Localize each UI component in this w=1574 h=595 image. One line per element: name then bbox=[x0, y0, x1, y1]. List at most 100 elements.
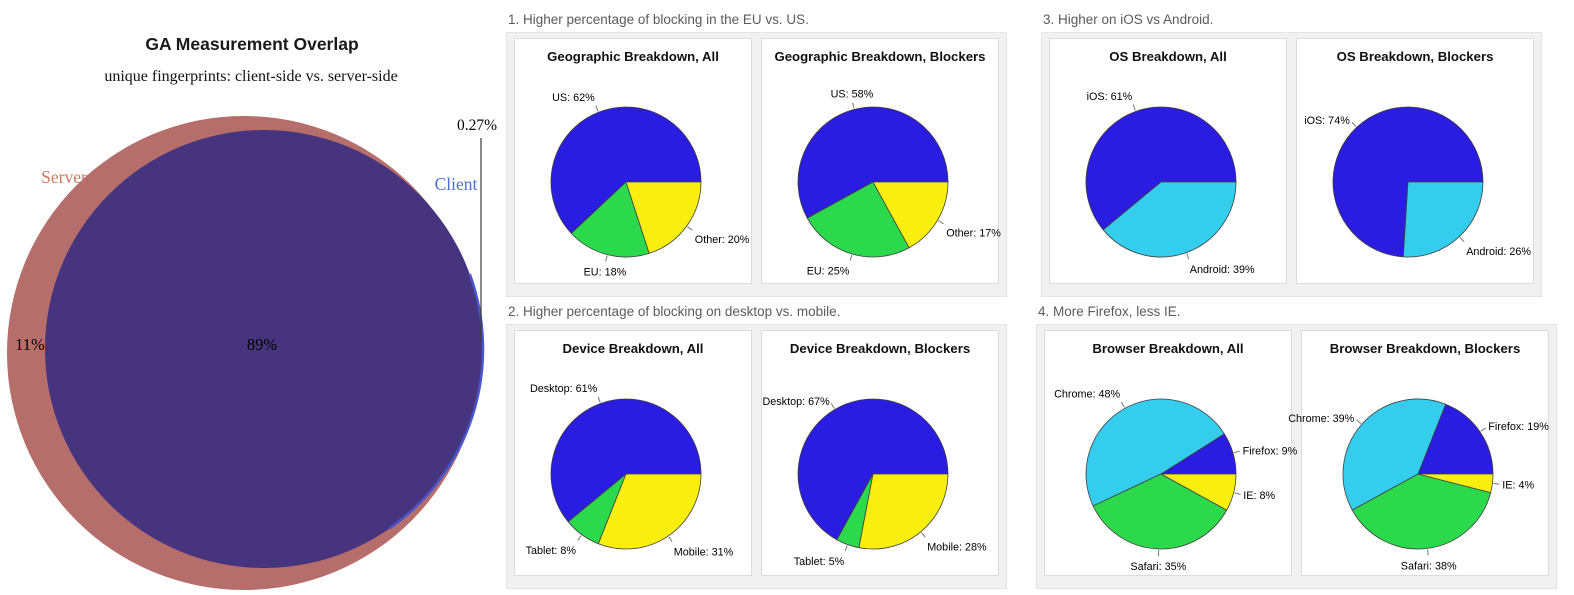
pie-slice bbox=[1160, 473, 1237, 511]
pie-label-tick bbox=[687, 226, 693, 231]
pie-slice bbox=[1102, 181, 1237, 258]
pie-slice bbox=[1417, 403, 1494, 475]
pie-label-tick bbox=[1356, 419, 1362, 425]
pie-group-1: 1. Higher percentage of blocking in the … bbox=[506, 12, 1007, 297]
pie-label-tick bbox=[595, 105, 599, 112]
pie-slice bbox=[597, 473, 702, 550]
venn-title: GA Measurement Overlap bbox=[145, 34, 358, 54]
pie-slice-label: Desktop: 67% bbox=[762, 396, 830, 408]
pie-label-tick bbox=[830, 403, 835, 409]
pie-title: Device Breakdown, Blockers bbox=[790, 341, 970, 356]
pie-label-tick bbox=[1351, 121, 1357, 127]
server-label: Server bbox=[41, 167, 87, 187]
pie-group-3: 3. Higher on iOS vs Android. OS Breakdow… bbox=[1041, 12, 1542, 297]
pie-slice bbox=[1402, 181, 1484, 258]
pie-slice-label: Safari: 38% bbox=[1401, 560, 1457, 572]
pie-label-tick bbox=[605, 255, 608, 262]
pie-label-tick bbox=[1234, 492, 1241, 495]
pie-slice-label: Mobile: 31% bbox=[674, 546, 734, 558]
pie-panel-browser-blockers: Browser Breakdown, Blockers Firefox: 19% C… bbox=[1288, 330, 1549, 576]
pie-title: Browser Breakdown, Blockers bbox=[1330, 341, 1521, 356]
pie-slice-label: Chrome: 48% bbox=[1054, 389, 1120, 401]
pie-label-tick bbox=[1480, 427, 1487, 432]
pie-panel-os-blockers: OS Breakdown, Blockers iOS: 74% Android: 2… bbox=[1296, 38, 1534, 284]
pie-label-tick bbox=[1186, 253, 1190, 260]
pie-slice bbox=[570, 181, 650, 258]
pie-slice-label: Firefox: 19% bbox=[1488, 421, 1549, 433]
pie-slice-label: iOS: 74% bbox=[1304, 115, 1350, 127]
pie-label-tick bbox=[1233, 450, 1240, 454]
pie-slice-label: iOS: 61% bbox=[1087, 91, 1133, 103]
pie-slice-label: Mobile: 28% bbox=[927, 542, 987, 554]
pie-slice bbox=[797, 106, 949, 219]
pie-slice bbox=[550, 398, 702, 523]
pie-panel-geo-all: Geographic Breakdown, All US: 62% EU: 18% O… bbox=[514, 38, 752, 284]
group-4-box: Browser Breakdown, All Firefox: 9% Chrome:… bbox=[1036, 324, 1557, 589]
pie-chart-svg: Geographic Breakdown, Blockers US: 58% EU:… bbox=[774, 49, 1001, 278]
pie-slice-label: Tablet: 5% bbox=[794, 556, 845, 568]
pie-label-tick bbox=[938, 220, 944, 225]
pie-chart-svg: Device Breakdown, Blockers Desktop: 67% Ta… bbox=[762, 341, 987, 568]
pie-title: Device Breakdown, All bbox=[563, 341, 704, 356]
pie-label-tick bbox=[849, 254, 853, 261]
pie-label-tick bbox=[921, 532, 926, 538]
pie-slice-label: IE: 4% bbox=[1502, 480, 1534, 492]
group-2-box: Device Breakdown, All Desktop: 61% Tablet:… bbox=[506, 324, 1007, 589]
pie-chart-svg: OS Breakdown, All iOS: 61% Android: 39% bbox=[1085, 49, 1255, 276]
pie-slice-label: Android: 39% bbox=[1190, 264, 1255, 276]
pie-chart-svg: Browser Breakdown, Blockers Firefox: 19% C… bbox=[1288, 341, 1549, 572]
pie-panel-os-all: OS Breakdown, All iOS: 61% Android: 39% bbox=[1049, 38, 1287, 284]
pie-panel-geo-blockers: Geographic Breakdown, Blockers US: 58% EU:… bbox=[761, 38, 1001, 284]
pie-slice-label: Chrome: 39% bbox=[1288, 413, 1354, 425]
pie-slice bbox=[1342, 398, 1447, 511]
group-2-heading: 2. Higher percentage of blocking on desk… bbox=[508, 304, 841, 319]
client-only-percentage: 0.27% bbox=[457, 117, 497, 134]
pie-chart-svg: OS Breakdown, Blockers iOS: 74% Android: 2… bbox=[1304, 49, 1531, 258]
pie-chart-svg: Geographic Breakdown, All US: 62% EU: 18% O… bbox=[547, 49, 750, 278]
pie-slice bbox=[1417, 473, 1494, 494]
client-label: Client bbox=[435, 174, 478, 194]
venn-diagram-panel: GA Measurement Overlap unique fingerprin… bbox=[0, 0, 500, 595]
overlap-percentage: 89% bbox=[247, 335, 278, 354]
pie-slice bbox=[1092, 473, 1228, 550]
pie-label-tick bbox=[1427, 549, 1429, 556]
pie-label-tick bbox=[1132, 104, 1136, 111]
pie-label-tick bbox=[1121, 401, 1125, 408]
pie-slice-label: Safari: 35% bbox=[1130, 561, 1186, 573]
group-3-box: OS Breakdown, All iOS: 61% Android: 39% OS… bbox=[1041, 32, 1542, 297]
pie-label-tick bbox=[852, 102, 855, 109]
pie-slice-label: Other: 17% bbox=[946, 227, 1001, 239]
pie-label-tick bbox=[597, 396, 601, 403]
pie-slice-label: Android: 26% bbox=[1466, 246, 1531, 258]
client-circle-edge bbox=[388, 273, 485, 530]
pie-slice-label: EU: 18% bbox=[584, 266, 627, 278]
pie-slice bbox=[806, 181, 910, 258]
pie-group-2: 2. Higher percentage of blocking on desk… bbox=[506, 304, 1007, 589]
pie-label-tick bbox=[1459, 237, 1465, 243]
pie-slice bbox=[797, 398, 949, 541]
pie-chart-svg: Device Breakdown, All Desktop: 61% Tablet:… bbox=[526, 341, 734, 558]
pie-label-tick bbox=[668, 536, 673, 543]
pie-panel-browser-all: Browser Breakdown, All Firefox: 9% Chrome:… bbox=[1044, 330, 1298, 576]
group-1-heading: 1. Higher percentage of blocking in the … bbox=[508, 12, 809, 27]
pie-title: OS Breakdown, All bbox=[1109, 49, 1227, 64]
server-only-percentage: 11% bbox=[15, 335, 45, 354]
pie-slice bbox=[872, 181, 949, 249]
pie-slice bbox=[1085, 106, 1237, 231]
pie-panel-device-blockers: Device Breakdown, Blockers Desktop: 67% Ta… bbox=[761, 330, 999, 576]
pie-slice-label: Tablet: 8% bbox=[526, 545, 577, 557]
pie-chart-svg: Browser Breakdown, All Firefox: 9% Chrome:… bbox=[1054, 341, 1298, 573]
pie-slice bbox=[858, 473, 949, 550]
pie-title: Geographic Breakdown, Blockers bbox=[774, 49, 985, 64]
pie-slice-label: Desktop: 61% bbox=[530, 383, 598, 395]
pie-title: Browser Breakdown, All bbox=[1092, 341, 1243, 356]
pie-label-tick bbox=[1493, 483, 1500, 485]
pie-panel-device-all: Device Breakdown, All Desktop: 61% Tablet:… bbox=[514, 330, 752, 576]
pie-group-4: 4. More Firefox, less IE. Browser Breakd… bbox=[1036, 304, 1557, 589]
pie-slice bbox=[625, 181, 702, 254]
client-circle bbox=[45, 130, 483, 568]
pie-slice-label: Firefox: 9% bbox=[1243, 445, 1298, 457]
pie-slice bbox=[1085, 398, 1225, 507]
pie-slice-label: US: 58% bbox=[831, 89, 874, 101]
pie-slice-label: US: 62% bbox=[552, 92, 595, 104]
